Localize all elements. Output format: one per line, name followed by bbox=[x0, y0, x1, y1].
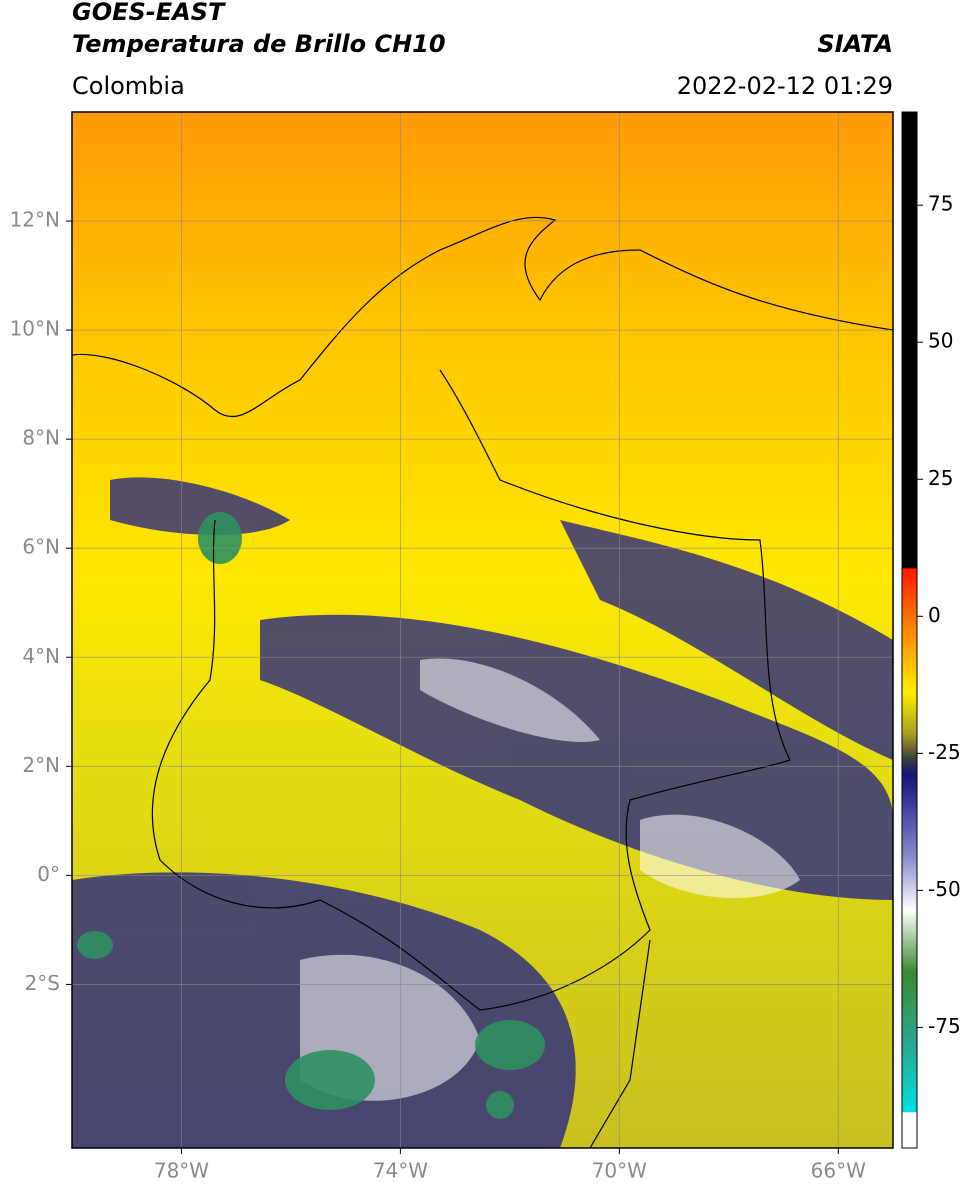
region: Colombia bbox=[72, 72, 185, 100]
colorbar-tick-label: 50 bbox=[928, 329, 953, 353]
lat-tick-label: 8°N bbox=[22, 426, 60, 450]
map-image bbox=[72, 112, 893, 1148]
lat-tick-label: 2°S bbox=[25, 971, 60, 995]
colorbar-tick-label: 75 bbox=[928, 192, 953, 216]
lon-tick-label: 66°W bbox=[811, 1159, 866, 1183]
lat-tick-label: 4°N bbox=[22, 644, 60, 668]
datetime: 2022-02-12 01:29 bbox=[677, 72, 893, 100]
colorbar-tick-label: -50 bbox=[928, 877, 961, 901]
colorbar-tick-label: -25 bbox=[928, 740, 961, 764]
lat-tick-label: 2°N bbox=[22, 753, 60, 777]
satellite: GOES-EAST bbox=[72, 0, 226, 26]
colorbar-tick-label: 0 bbox=[928, 603, 941, 627]
lon-tick-label: 74°W bbox=[373, 1159, 428, 1183]
lon-tick-label: 70°W bbox=[592, 1159, 647, 1183]
map-frame bbox=[71, 111, 894, 1149]
lat-tick-label: 12°N bbox=[10, 208, 60, 232]
lat-tick-label: 10°N bbox=[10, 317, 60, 341]
lon-tick-label: 78°W bbox=[154, 1159, 209, 1183]
colorbar-tick-label: -75 bbox=[928, 1014, 961, 1038]
colorbar-tick-label: 25 bbox=[928, 466, 953, 490]
graticule bbox=[72, 112, 893, 1148]
lat-tick-label: 0° bbox=[37, 862, 60, 886]
product: Temperatura de Brillo CH10 bbox=[72, 30, 446, 58]
source: SIATA bbox=[817, 30, 893, 58]
colorbar bbox=[901, 111, 918, 1149]
lat-tick-label: 6°N bbox=[22, 535, 60, 559]
